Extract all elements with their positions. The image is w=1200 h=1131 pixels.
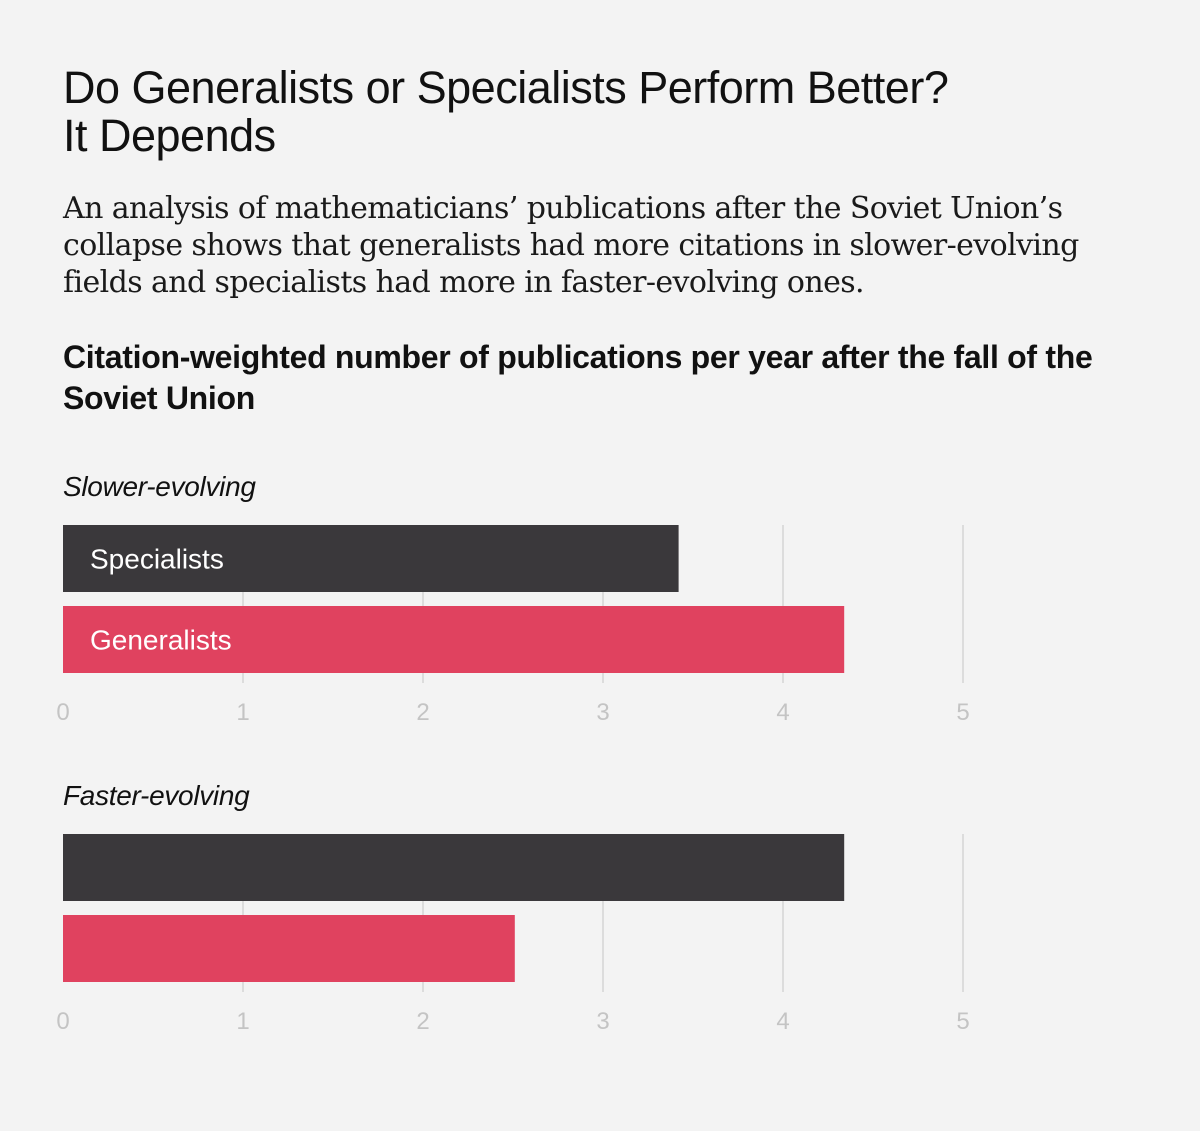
panel-label-faster: Faster-evolving — [63, 780, 250, 811]
x-tick-label: 3 — [596, 1008, 609, 1035]
x-tick-label: 2 — [416, 699, 429, 726]
bar-generalists — [63, 606, 845, 673]
x-tick-label: 4 — [776, 699, 789, 726]
bar-label-specialists: Specialists — [90, 544, 224, 575]
x-tick-label: 5 — [956, 699, 969, 726]
headline-line-1: Do Generalists or Specialists Perform Be… — [63, 62, 949, 113]
panel-label-slower: Slower-evolving — [63, 471, 256, 502]
x-tick-label: 1 — [236, 1008, 249, 1035]
x-tick-label: 1 — [236, 699, 249, 726]
x-tick-label: 5 — [956, 1008, 969, 1035]
x-tick-label: 4 — [776, 1008, 789, 1035]
chart-title: Citation-weighted number of publications… — [63, 339, 1093, 416]
headline-line-2: It Depends — [63, 110, 276, 161]
chart-panel-faster-evolving: 0 1 2 3 4 5 — [56, 834, 970, 1035]
x-tick-label: 0 — [56, 699, 69, 726]
x-tick-label: 0 — [56, 1008, 69, 1035]
bar-specialists — [63, 834, 845, 901]
bar-generalists — [63, 915, 515, 982]
chart-description: An analysis of mathematicians’ publicati… — [63, 191, 1079, 300]
chart-panel-slower-evolving: Specialists Generalists 0 1 2 3 4 5 — [56, 525, 970, 726]
bar-label-generalists: Generalists — [90, 625, 232, 656]
chart-headline: Do Generalists or Specialists Perform Be… — [63, 64, 1163, 160]
x-tick-label: 2 — [416, 1008, 429, 1035]
bar-specialists — [63, 525, 679, 592]
x-tick-label: 3 — [596, 699, 609, 726]
